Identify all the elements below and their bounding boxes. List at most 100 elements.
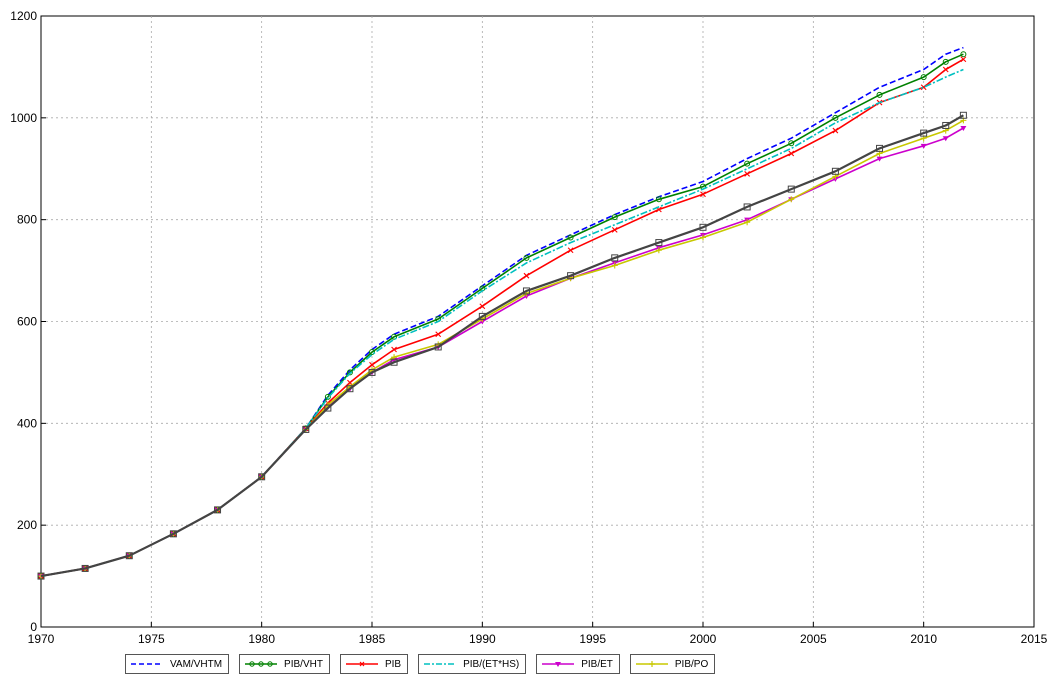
legend-label-pib-et: PIB/ET	[581, 658, 613, 670]
legend-item-pib-et: PIB/ET	[536, 654, 620, 674]
legend-item-pib-vht: PIB/VHT	[239, 654, 330, 674]
point-pib-et	[960, 126, 967, 132]
point-pib	[369, 361, 375, 368]
point-pib	[435, 331, 442, 338]
point-pib-vht	[876, 91, 883, 98]
point-pib	[567, 247, 574, 254]
point-unlabeled	[368, 368, 376, 376]
point-unlabeled	[214, 506, 222, 514]
y-tick-label: 1200	[10, 9, 37, 23]
point-pib-vht	[391, 333, 398, 340]
line-chart: 1970 1975 1980 1985 1990 1995 2000 2005 2010 2015…	[10, 9, 1047, 646]
point-unlabeled	[125, 552, 133, 560]
point-unlabeled	[81, 564, 89, 572]
point-pib	[347, 379, 353, 386]
point-pib	[611, 226, 618, 233]
series-line-pib-et-hs	[40, 68, 964, 577]
series-line-unlabeled	[40, 114, 964, 578]
point-unlabeled	[699, 223, 707, 231]
point-pib	[523, 272, 530, 279]
legend-swatch-pib-vht	[245, 661, 278, 667]
point-pib-vht	[832, 114, 839, 121]
x-tick-label: 1995	[579, 632, 606, 646]
point-pib-vht	[920, 74, 927, 81]
series-layer	[37, 46, 967, 580]
legend-label-vam-vhtm: VAM/VHTM	[170, 658, 223, 670]
series-unlabeled	[37, 111, 967, 580]
point-pib	[700, 191, 706, 198]
legend-swatch-pib-et	[542, 662, 575, 667]
point-unlabeled	[831, 167, 839, 175]
point-unlabeled	[611, 254, 619, 262]
point-unlabeled	[169, 530, 177, 538]
point-pib	[942, 66, 949, 73]
legend-swatch-pib-et-hs	[424, 663, 457, 665]
x-tick-label: 1985	[359, 632, 386, 646]
axis-ticks: 1970 1975 1980 1985 1990 1995 2000 2005 2010 2015…	[10, 9, 1047, 646]
y-tick-label: 600	[17, 315, 37, 329]
legend: VAM/VHTM PIB/VHT PIB PIB/(ET*HS) PIB/ET	[125, 654, 716, 676]
point-unlabeled	[434, 343, 442, 351]
y-tick-label: 1000	[10, 111, 37, 125]
point-pib-vht	[611, 214, 618, 221]
point-pib-vht	[346, 369, 353, 376]
point-pib-po	[700, 234, 706, 241]
legend-swatch-vam-vhtm	[131, 663, 163, 665]
point-pib	[479, 303, 486, 310]
point-pib-po	[655, 247, 662, 254]
point-unlabeled	[959, 111, 967, 119]
grid	[41, 16, 1034, 627]
point-unlabeled	[324, 404, 332, 412]
point-unlabeled	[346, 385, 354, 393]
legend-label-pib-et-hs: PIB/(ET*HS)	[463, 658, 520, 670]
point-pib-vht	[788, 140, 795, 147]
point-pib-et	[920, 143, 927, 149]
point-unlabeled	[743, 203, 751, 211]
x-tick-label: 2005	[800, 632, 827, 646]
point-unlabeled	[942, 121, 950, 129]
x-tick-label: 1990	[469, 632, 496, 646]
series-pib-et-hs	[40, 68, 964, 577]
point-pib	[744, 170, 751, 177]
legend-item-pib: PIB	[339, 654, 409, 674]
point-pib-vht	[942, 58, 949, 65]
point-pib-po	[744, 219, 751, 226]
point-pib-et	[832, 176, 839, 182]
y-tick-label: 0	[30, 620, 37, 634]
legend-swatch-pib	[345, 661, 378, 667]
y-tick-label: 400	[17, 416, 37, 430]
legend-label-pib-vht: PIB/VHT	[284, 658, 323, 670]
legend-item-pib-po: PIB/PO	[629, 654, 716, 674]
point-unlabeled	[37, 572, 45, 580]
point-unlabeled	[876, 144, 884, 152]
x-tick-label: 2000	[690, 632, 717, 646]
point-unlabeled	[258, 473, 266, 481]
point-pib	[832, 127, 839, 134]
point-unlabeled	[302, 425, 310, 433]
point-unlabeled	[787, 185, 795, 193]
point-unlabeled	[390, 358, 398, 366]
point-unlabeled	[522, 287, 530, 295]
y-tick-label: 800	[17, 213, 37, 227]
x-tick-label: 1980	[248, 632, 275, 646]
point-pib	[788, 150, 795, 157]
point-pib-vht	[523, 254, 530, 261]
legend-item-pib-et-hs: PIB/(ET*HS)	[418, 654, 527, 674]
point-pib	[960, 56, 967, 63]
point-unlabeled	[478, 312, 486, 320]
legend-label-pib: PIB	[384, 658, 402, 670]
x-tick-label: 1975	[138, 632, 165, 646]
point-pib-et	[942, 136, 949, 142]
point-pib-et	[876, 156, 883, 162]
x-tick-label: 2010	[910, 632, 937, 646]
point-pib	[391, 346, 397, 353]
legend-swatch-pib-po	[635, 661, 668, 667]
point-pib-vht	[567, 234, 574, 241]
point-unlabeled	[920, 129, 928, 137]
x-tick-label: 1970	[28, 632, 55, 646]
point-unlabeled	[567, 272, 575, 280]
legend-item-vam-vhtm: VAM/VHTM	[125, 654, 230, 674]
y-tick-label: 200	[17, 518, 37, 532]
point-pib-vht	[744, 160, 751, 167]
legend-label-pib-po: PIB/PO	[674, 658, 709, 670]
